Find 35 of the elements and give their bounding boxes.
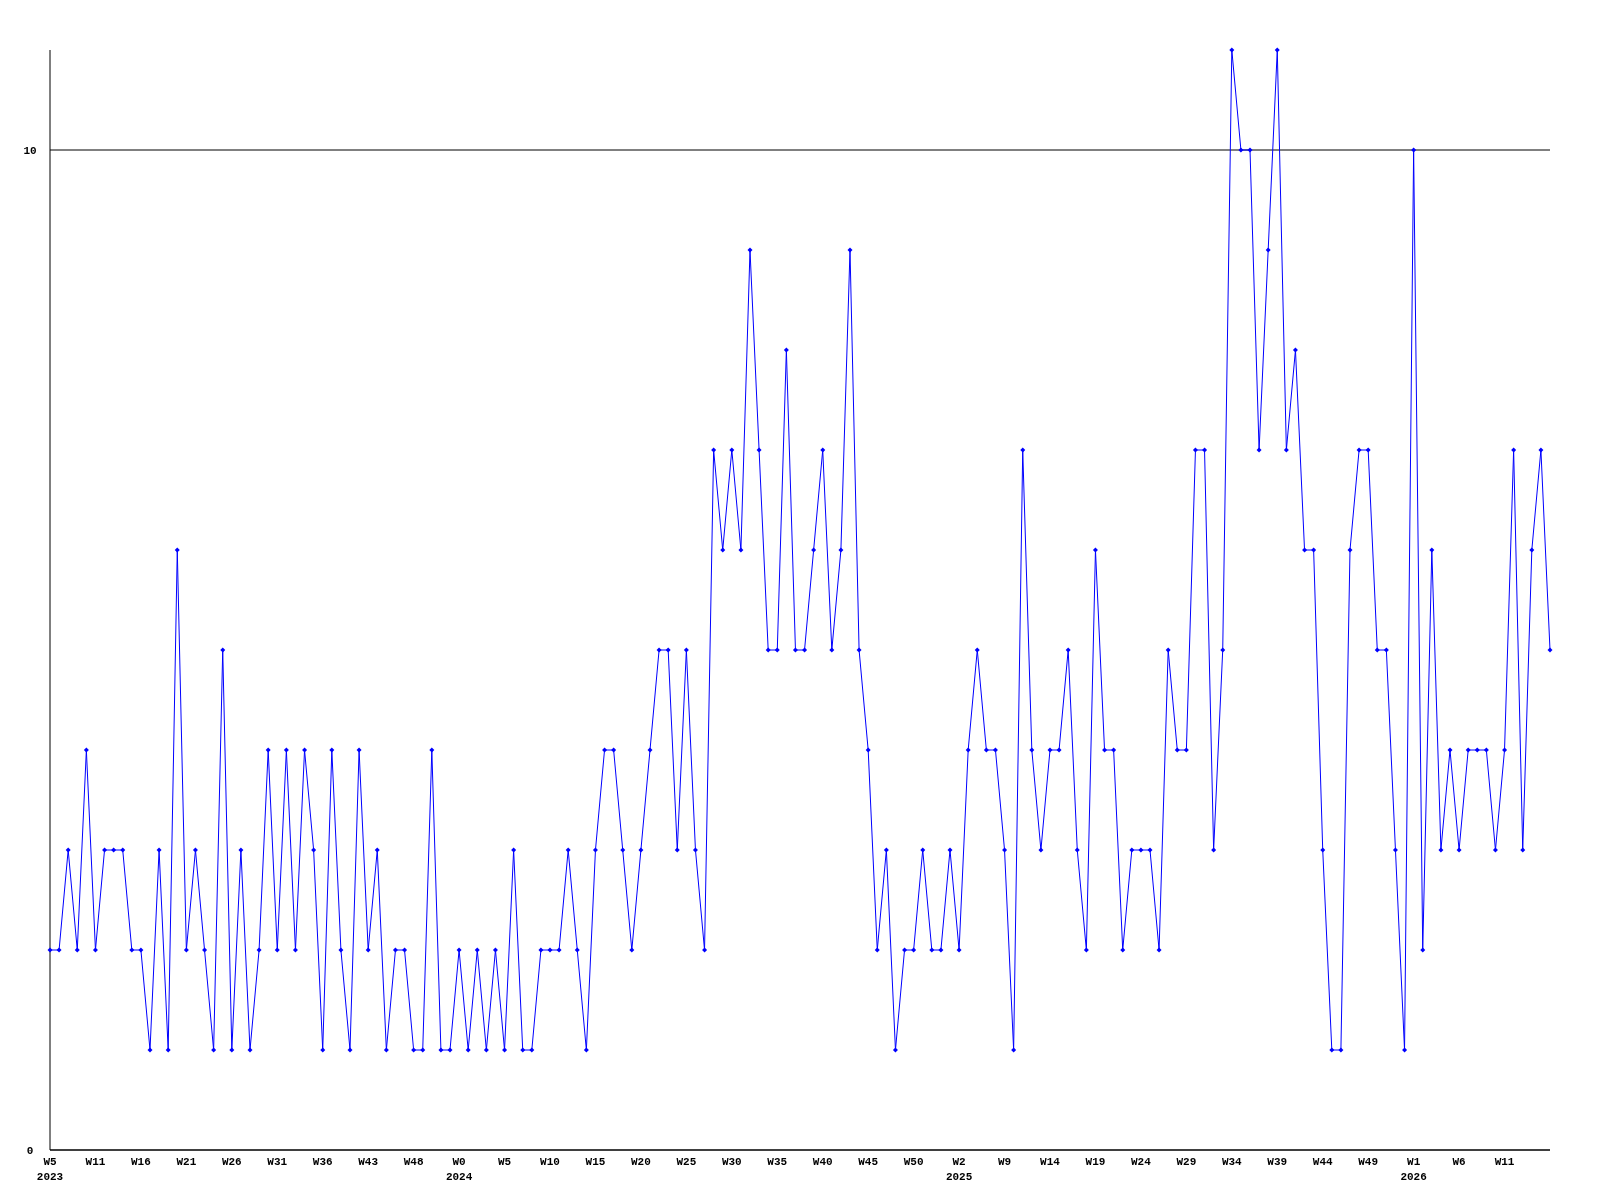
x-tick-label: W35 xyxy=(767,1156,788,1168)
x-tick-label: W31 xyxy=(267,1156,288,1168)
x-tick-label: W29 xyxy=(1176,1156,1197,1168)
x-tick-label: W45 xyxy=(858,1156,879,1168)
y-tick-label: 0 xyxy=(26,1144,34,1157)
x-tick-label: W9 xyxy=(997,1156,1012,1168)
x-tick-label: W11 xyxy=(1494,1156,1515,1168)
x-tick-label: W48 xyxy=(403,1156,424,1168)
x-tick-label: W5 xyxy=(497,1156,512,1168)
x-tick-label: W6 xyxy=(1452,1156,1466,1168)
x-tick-label: W44 xyxy=(1312,1156,1334,1168)
x-tick-label: W24 xyxy=(1131,1156,1152,1168)
x-tick-label: W36 xyxy=(312,1156,333,1168)
x-tick-label: W10 xyxy=(540,1156,560,1168)
x-tick-label: W40 xyxy=(812,1156,833,1168)
x-tick-label: W50 xyxy=(903,1156,924,1168)
x-tick-label: W30 xyxy=(721,1156,742,1168)
x-tick-label: W34 xyxy=(1221,1156,1243,1168)
x-tick-label: W2 2025 xyxy=(945,1156,973,1183)
x-tick-label: W19 xyxy=(1085,1156,1106,1168)
x-tick-label: W15 xyxy=(585,1156,606,1168)
y-tick-label: 10 xyxy=(23,144,37,157)
x-tick-label: W20 xyxy=(631,1156,651,1168)
x-tick-label: W14 xyxy=(1040,1156,1061,1168)
x-tick-label: W39 xyxy=(1267,1156,1288,1168)
x-tick-label: W1 2026 xyxy=(1400,1156,1427,1183)
x-tick-label: W0 2024 xyxy=(445,1156,473,1183)
x-tick-label: W16 xyxy=(131,1156,151,1168)
x-tick-label: W43 xyxy=(358,1156,379,1168)
x-tick-label: W49 xyxy=(1358,1156,1379,1168)
x-tick-label: W25 xyxy=(676,1156,697,1168)
x-tick-label: W5 2023 xyxy=(36,1156,64,1183)
x-tick-label: W21 xyxy=(176,1156,197,1168)
x-tick-label: W26 xyxy=(221,1156,242,1168)
x-tick-label: W11 xyxy=(85,1156,106,1168)
